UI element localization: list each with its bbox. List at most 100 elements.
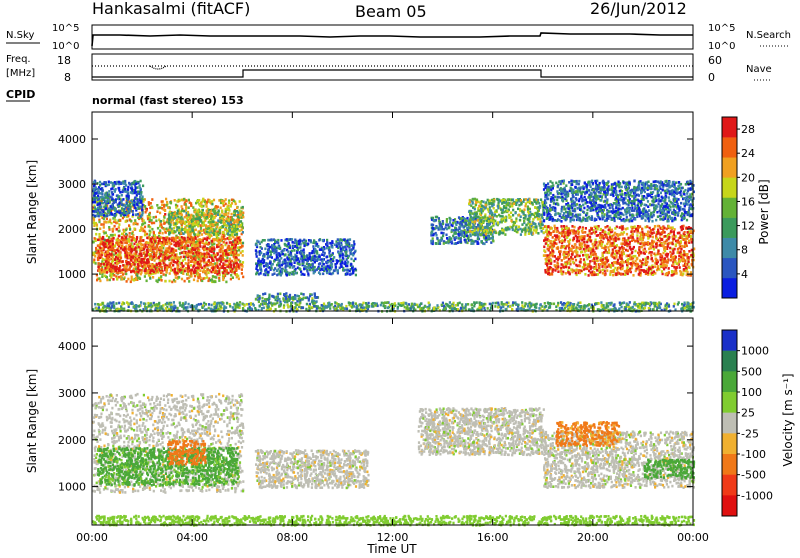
scatter-cell — [430, 240, 432, 243]
scatter-cell — [313, 257, 315, 260]
scatter-cell — [116, 268, 118, 271]
scatter-cell — [122, 239, 124, 242]
scatter-cell — [181, 278, 183, 281]
scatter-cell — [436, 216, 438, 219]
scatter-cell — [135, 277, 137, 280]
scatter-cell — [108, 241, 110, 244]
scatter-cell — [355, 274, 357, 277]
scatter-cell — [491, 205, 493, 208]
scatter-cell — [95, 233, 97, 236]
scatter-cell — [323, 263, 325, 266]
scatter-cell — [279, 266, 281, 269]
scatter-cell — [533, 199, 535, 202]
scatter-cell — [199, 238, 201, 241]
scatter-cell — [479, 213, 481, 216]
scatter-cell — [117, 262, 119, 265]
scatter-cell — [351, 244, 353, 247]
scatter-cell — [137, 271, 139, 274]
scatter-cell — [273, 260, 275, 263]
scatter-cell — [149, 258, 151, 261]
scatter-cell — [105, 221, 107, 224]
scatter-cell — [100, 271, 102, 274]
scatter-cell — [218, 239, 220, 242]
scatter-cell — [274, 246, 276, 249]
scatter-cell — [242, 254, 244, 257]
scatter-cell — [318, 239, 320, 242]
scatter-cell — [108, 190, 110, 193]
scatter-cell — [221, 266, 223, 269]
scatter-cell — [200, 277, 202, 280]
scatter-cell — [531, 202, 533, 205]
scatter-cell — [194, 221, 196, 224]
scatter-cell — [501, 229, 503, 232]
scatter-cell — [459, 233, 461, 236]
scatter-cell — [204, 237, 206, 240]
scatter-cell — [531, 213, 533, 216]
scatter-cell — [214, 210, 216, 213]
scatter-cell — [153, 265, 155, 268]
scatter-cell — [138, 258, 140, 261]
scatter-cell — [282, 253, 284, 256]
scatter-cell — [654, 265, 656, 268]
scatter-cell — [128, 238, 130, 241]
scatter-cell — [207, 280, 209, 283]
scatter-cell — [242, 250, 244, 253]
scatter-cell — [284, 270, 286, 273]
scatter-cell — [223, 241, 225, 244]
scatter-cell — [173, 257, 175, 260]
scatter-cell — [260, 252, 262, 255]
scatter-cell — [281, 264, 283, 267]
scatter-cell — [133, 279, 135, 282]
scatter-cell — [93, 188, 95, 191]
scatter-cell — [120, 214, 122, 217]
scatter-cell — [116, 241, 118, 244]
scatter-cell — [166, 204, 168, 207]
scatter-cell — [239, 260, 241, 263]
scatter-cell — [116, 249, 118, 252]
scatter-cell — [237, 211, 239, 214]
scatter-cell — [212, 280, 214, 283]
scatter-cell — [527, 208, 529, 211]
scatter-cell — [127, 191, 129, 194]
scatter-cell — [174, 199, 176, 202]
scatter-cell — [192, 237, 194, 240]
scatter-cell — [120, 257, 122, 260]
scatter-cell — [231, 260, 233, 263]
scatter-cell — [280, 257, 282, 260]
scatter-cell — [303, 251, 305, 254]
scatter-cell — [169, 242, 171, 245]
scatter-cell — [475, 215, 477, 218]
scatter-cell — [491, 202, 493, 205]
scatter-cell — [178, 232, 180, 235]
scatter-cell — [221, 200, 223, 203]
scatter-cell — [205, 255, 207, 258]
scatter-cell — [153, 271, 155, 274]
scatter-cell — [164, 213, 166, 216]
scatter-cell — [225, 264, 227, 267]
scatter-cell — [211, 247, 213, 250]
scatter-cell — [323, 254, 325, 257]
scatter-cell — [609, 273, 611, 276]
scatter-cell — [160, 250, 162, 253]
scatter-cell — [183, 252, 185, 255]
scatter-cell — [177, 236, 179, 239]
scatter-cell — [479, 227, 481, 230]
scatter-cell — [188, 214, 190, 217]
scatter-cell — [154, 240, 156, 243]
scatter-cell — [470, 218, 472, 221]
scatter-cell — [436, 226, 438, 229]
scatter-cell — [272, 249, 274, 252]
scatter-cell — [340, 265, 342, 268]
scatter-cell — [484, 226, 486, 229]
scatter-cell — [97, 239, 99, 242]
scatter-cell — [449, 217, 451, 220]
scatter-cell — [271, 267, 273, 270]
scatter-cell — [208, 259, 210, 262]
scatter-cell — [233, 225, 235, 228]
scatter-cell — [171, 248, 173, 251]
scatter-cell — [140, 180, 142, 183]
scatter-cell — [184, 280, 186, 283]
scatter-cell — [149, 207, 151, 210]
scatter-cell — [155, 254, 157, 257]
